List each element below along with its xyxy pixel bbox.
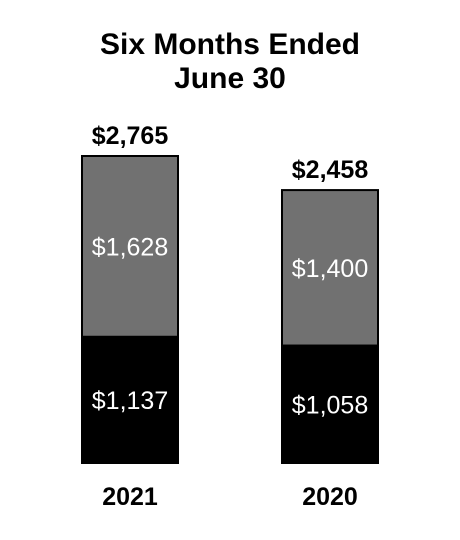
total-label-2021: $2,765 <box>92 122 169 150</box>
segment-value-label-2020-1: $1,400 <box>292 255 368 283</box>
category-label-2021: 2021 <box>102 483 158 511</box>
segment-value-label-2020-0: $1,058 <box>292 391 368 419</box>
chart-title-line-2: June 30 <box>174 62 286 95</box>
chart-title-line-1: Six Months Ended <box>100 28 360 61</box>
bar-segment-2021-0 <box>81 335 179 465</box>
category-label-2020: 2020 <box>302 483 358 511</box>
bar-segment-2020-1 <box>281 189 379 347</box>
total-label-2020: $2,458 <box>292 156 369 184</box>
segment-value-label-2021-0: $1,137 <box>92 387 168 415</box>
bar-segment-2021-1 <box>81 155 179 338</box>
bars-group: $1,137 $1,628 $2,765 2021 $1,058 $1,400 $2,458… <box>81 122 379 511</box>
segment-value-label-2021-1: $1,628 <box>92 233 168 261</box>
